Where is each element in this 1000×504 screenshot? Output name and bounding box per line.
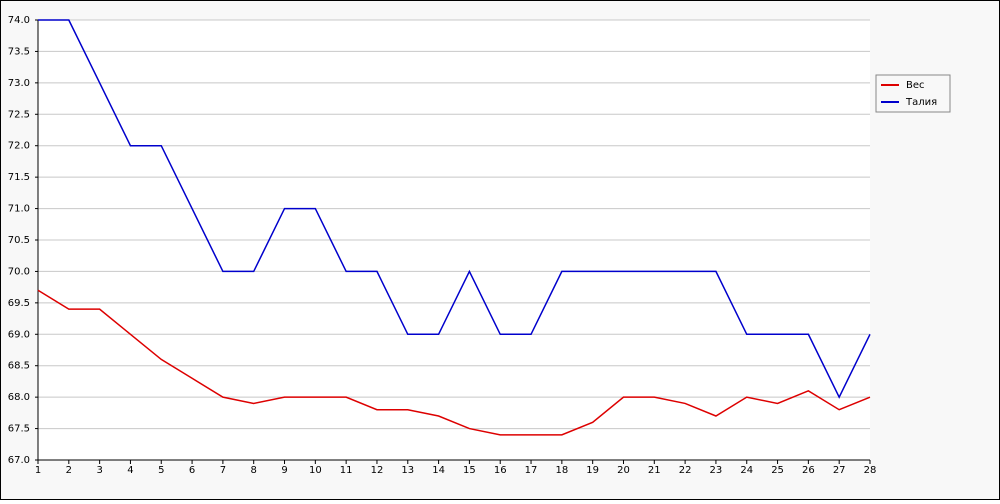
- x-tick-label: 26: [802, 465, 815, 476]
- x-tick-label: 27: [833, 465, 846, 476]
- x-tick-label: 1: [35, 465, 41, 476]
- x-tick-label: 5: [158, 465, 164, 476]
- y-tick-label: 67.0: [8, 455, 30, 466]
- x-tick-label: 25: [771, 465, 784, 476]
- legend-label: Вес: [906, 80, 925, 91]
- y-tick-label: 74.0: [8, 15, 30, 26]
- y-tick-label: 68.5: [8, 361, 30, 372]
- x-tick-label: 6: [189, 465, 195, 476]
- y-tick-label: 69.5: [8, 298, 30, 309]
- legend-label: Талия: [905, 97, 937, 108]
- x-tick-label: 4: [127, 465, 133, 476]
- y-tick-label: 67.5: [8, 424, 30, 435]
- x-tick-label: 24: [740, 465, 753, 476]
- x-tick-label: 17: [525, 465, 538, 476]
- x-tick-label: 20: [617, 465, 630, 476]
- x-tick-label: 12: [371, 465, 384, 476]
- x-tick-label: 7: [220, 465, 226, 476]
- x-tick-label: 16: [494, 465, 507, 476]
- x-tick-label: 14: [432, 465, 445, 476]
- y-tick-label: 68.0: [8, 392, 30, 403]
- x-tick-label: 13: [401, 465, 414, 476]
- y-tick-label: 71.0: [8, 204, 30, 215]
- x-tick-label: 2: [66, 465, 72, 476]
- y-tick-label: 70.5: [8, 235, 30, 246]
- legend-box: [875, 74, 951, 113]
- x-tick-label: 15: [463, 465, 476, 476]
- x-tick-label: 8: [251, 465, 257, 476]
- y-tick-label: 72.0: [8, 141, 30, 152]
- y-tick-label: 72.5: [8, 109, 30, 120]
- x-tick-label: 19: [586, 465, 599, 476]
- y-tick-label: 70.0: [8, 266, 30, 277]
- x-tick-label: 11: [340, 465, 353, 476]
- x-tick-label: 23: [710, 465, 723, 476]
- x-tick-label: 21: [648, 465, 661, 476]
- y-tick-label: 73.0: [8, 78, 30, 89]
- y-tick-label: 71.5: [8, 172, 30, 183]
- x-tick-label: 9: [281, 465, 287, 476]
- y-tick-label: 69.0: [8, 329, 30, 340]
- series-line: [37, 289, 871, 436]
- x-tick-label: 10: [309, 465, 322, 476]
- series-line: [38, 19, 871, 399]
- x-tick-label: 3: [96, 465, 102, 476]
- x-tick-label: 18: [555, 465, 568, 476]
- x-tick-label: 22: [679, 465, 692, 476]
- y-tick-label: 73.5: [8, 46, 30, 57]
- x-tick-label: 28: [864, 465, 877, 476]
